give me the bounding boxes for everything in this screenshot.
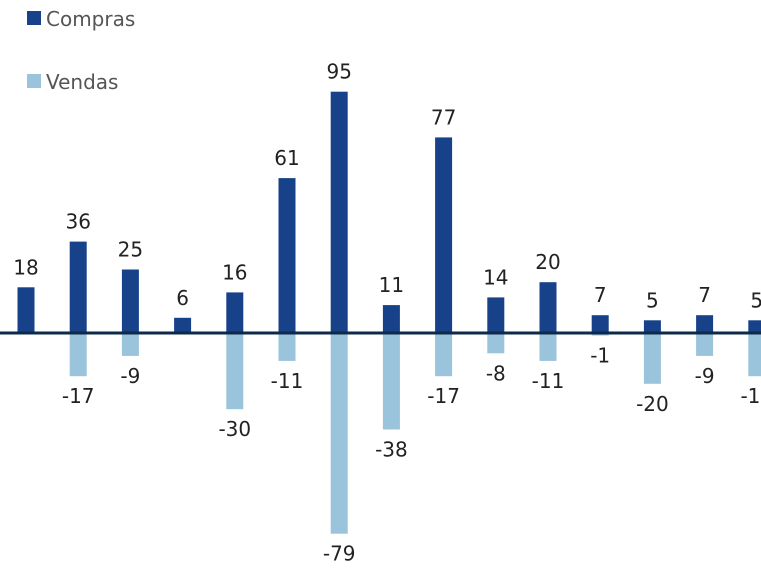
bar-vendas-10 — [539, 333, 557, 361]
label-compras-10: 20 — [535, 250, 560, 274]
bar-compras-4 — [226, 292, 244, 333]
legend-swatch-compras — [27, 11, 41, 25]
compras-bars — [17, 91, 761, 333]
label-vendas-8: -17 — [427, 384, 460, 408]
bar-compras-1 — [69, 241, 87, 333]
label-vendas-9: -8 — [486, 361, 506, 385]
compras-data-labels: 18 36 25 6 16 61 95 11 77 14 20 7 5 7 5 — [13, 60, 761, 313]
label-vendas-4: -30 — [218, 417, 251, 441]
legend: Compras Vendas — [27, 7, 135, 94]
label-vendas-5: -11 — [271, 369, 304, 393]
bar-compras-11 — [591, 315, 609, 333]
label-compras-7: 11 — [379, 273, 404, 297]
bar-compras-14 — [748, 320, 761, 333]
bar-compras-3 — [174, 317, 192, 333]
label-compras-6: 95 — [326, 60, 351, 84]
label-compras-13: 7 — [698, 283, 711, 307]
bar-compras-12 — [643, 320, 661, 333]
bar-vendas-6 — [330, 333, 348, 534]
label-vendas-11: -1 — [590, 344, 610, 368]
bar-vendas-14 — [748, 333, 761, 377]
bar-compras-5 — [278, 178, 296, 333]
bar-vendas-7 — [382, 333, 400, 430]
legend-label-vendas: Vendas — [46, 70, 118, 94]
label-compras-11: 7 — [594, 283, 607, 307]
bar-vendas-1 — [69, 333, 87, 377]
bar-vendas-9 — [487, 333, 505, 354]
bar-vendas-4 — [226, 333, 244, 410]
bar-compras-9 — [487, 297, 505, 333]
label-compras-4: 16 — [222, 260, 247, 284]
bar-compras-8 — [435, 137, 453, 333]
bar-vendas-8 — [435, 333, 453, 377]
bar-vendas-5 — [278, 333, 296, 361]
bar-vendas-13 — [696, 333, 714, 356]
label-vendas-2: -9 — [120, 364, 140, 388]
label-vendas-14: -17 — [740, 384, 761, 408]
bar-compras-7 — [382, 305, 400, 333]
label-vendas-12: -20 — [636, 392, 669, 416]
label-vendas-10: -11 — [532, 369, 565, 393]
label-compras-12: 5 — [646, 288, 659, 312]
legend-swatch-vendas — [27, 74, 41, 88]
bar-compras-10 — [539, 282, 557, 333]
bar-vendas-12 — [643, 333, 661, 384]
label-compras-9: 14 — [483, 265, 508, 289]
bar-compras-2 — [121, 269, 139, 333]
label-compras-3: 6 — [176, 286, 189, 310]
label-vendas-1: -17 — [62, 384, 95, 408]
legend-label-compras: Compras — [46, 7, 135, 31]
label-compras-8: 77 — [431, 105, 456, 129]
label-compras-14: 5 — [750, 288, 761, 312]
bar-compras-13 — [696, 315, 714, 333]
label-compras-2: 25 — [118, 238, 143, 262]
label-vendas-6: -79 — [323, 542, 356, 566]
bar-compras-0 — [17, 287, 35, 333]
label-compras-5: 61 — [274, 146, 299, 170]
bar-vendas-2 — [121, 333, 139, 356]
vendas-bars — [69, 333, 761, 534]
bar-compras-6 — [330, 91, 348, 333]
label-vendas-13: -9 — [695, 364, 715, 388]
label-vendas-7: -38 — [375, 438, 408, 462]
label-compras-1: 36 — [65, 210, 90, 234]
vendas-data-labels: -17 -9 -30 -11 -79 -38 -17 -8 -11 -1 -20 -9 -17 — [62, 344, 761, 566]
label-compras-0: 18 — [13, 255, 38, 279]
